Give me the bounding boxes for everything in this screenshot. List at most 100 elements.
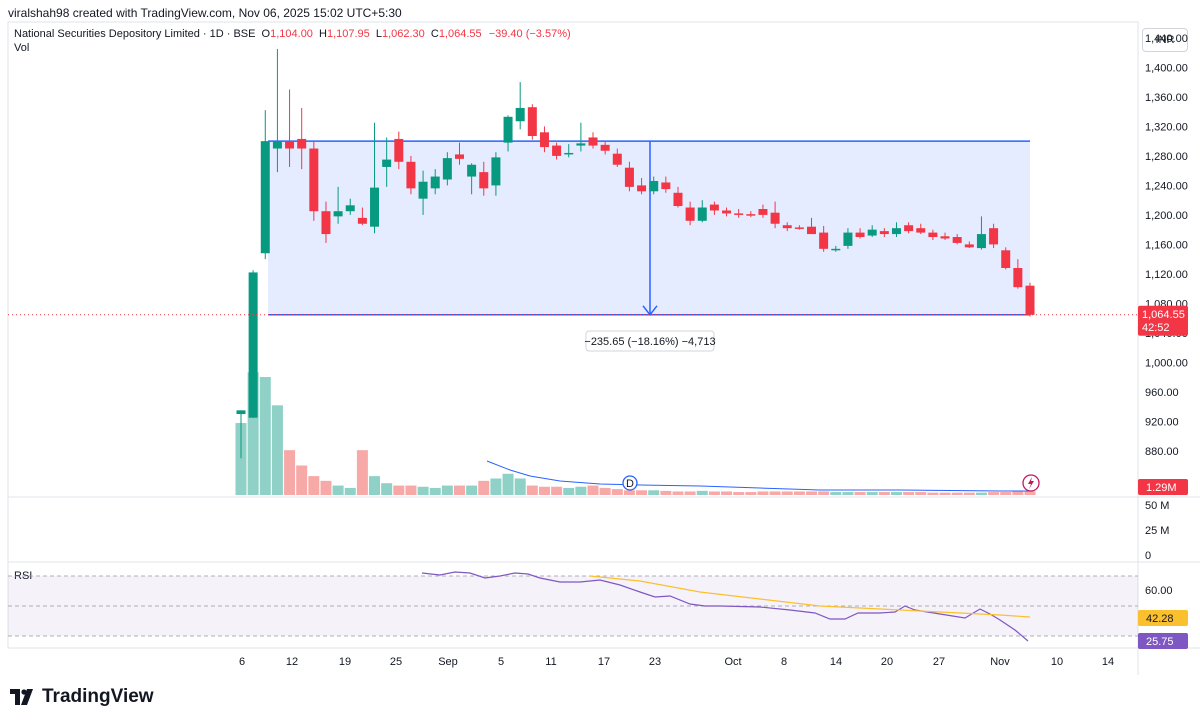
candle-body <box>843 232 853 246</box>
volume-bar <box>526 485 538 495</box>
candle-body <box>333 211 343 217</box>
candle-body <box>770 212 780 224</box>
time-tick-label: Sep <box>438 656 458 668</box>
candle-body <box>891 228 901 235</box>
candle-body <box>588 137 598 146</box>
candle <box>406 155 416 195</box>
volume-label[interactable]: Vol <box>14 42 30 54</box>
candle-body <box>794 227 804 229</box>
candle-body <box>989 228 999 245</box>
candle <box>1001 247 1011 270</box>
volume-bar <box>915 492 927 495</box>
candle <box>867 225 877 238</box>
candle <box>819 225 829 252</box>
candle-body <box>879 231 889 235</box>
volume-bar <box>672 491 684 495</box>
measure-box[interactable] <box>268 141 1030 315</box>
close-value: 1,064.55 <box>438 28 482 40</box>
candle <box>564 144 574 158</box>
symbol-title[interactable]: National Securities Depository Limited ·… <box>14 28 256 40</box>
candle <box>989 223 999 249</box>
candle-body <box>722 210 732 214</box>
candle <box>418 170 428 215</box>
candle-body <box>697 207 707 221</box>
volume-bar <box>975 492 987 495</box>
price-tick-label: 1,320.00 <box>1145 121 1188 133</box>
candle <box>503 115 513 152</box>
candle-body <box>248 272 258 418</box>
volume-bar <box>514 478 526 495</box>
volume-bar <box>781 491 793 495</box>
volume-bar <box>1012 491 1024 495</box>
candle <box>952 234 962 245</box>
time-tick-label: 27 <box>933 656 945 668</box>
volume-bar <box>466 485 478 495</box>
chart-credit: viralshah98 created with TradingView.com… <box>8 6 402 20</box>
candle <box>442 152 452 186</box>
candle <box>807 217 817 235</box>
volume-bar <box>842 492 854 495</box>
candle <box>831 245 841 252</box>
candle <box>916 223 926 235</box>
time-tick-label: 25 <box>390 656 402 668</box>
high-value: 1,107.95 <box>326 28 370 40</box>
candle-body <box>576 143 586 146</box>
candle <box>454 142 464 165</box>
candle <box>734 209 744 218</box>
candle <box>260 110 270 260</box>
candle-body <box>637 185 647 192</box>
candle-body <box>272 141 282 149</box>
candle <box>637 178 647 195</box>
candle <box>855 228 865 239</box>
currency-button[interactable]: INR <box>1142 28 1188 52</box>
volume-bar <box>951 492 963 495</box>
candle <box>576 122 586 152</box>
candle-body <box>515 107 525 122</box>
tradingview-brand[interactable]: TradingView <box>10 686 154 708</box>
price-tick-label: 960.00 <box>1145 387 1179 399</box>
dividend-marker-label: D <box>626 478 634 490</box>
open-label: O <box>261 28 271 40</box>
volume-bar <box>708 491 720 495</box>
candle-body <box>940 236 950 239</box>
volume-bar <box>806 491 818 495</box>
change-value: −39.40 (−3.57%) <box>488 28 571 40</box>
volume-bar <box>369 476 381 495</box>
volume-bar <box>587 485 599 495</box>
volume-bar <box>259 377 271 495</box>
volume-bar <box>721 491 733 495</box>
candle <box>491 152 501 196</box>
candle <box>333 186 343 224</box>
candle <box>770 201 780 229</box>
candle <box>794 225 804 230</box>
low-label: L <box>375 28 382 40</box>
candle-body <box>807 226 817 235</box>
volume-bar <box>696 490 708 495</box>
price-tick-label: 1,440.00 <box>1145 33 1188 45</box>
volume-bar <box>356 450 368 495</box>
volume-bar <box>393 485 405 495</box>
candle <box>370 122 380 234</box>
candle-body <box>600 144 610 151</box>
volume-bar <box>611 489 623 495</box>
candle-body <box>649 180 659 192</box>
volume-bar <box>478 480 490 495</box>
candle-body <box>928 232 938 238</box>
time-tick-label: 17 <box>598 656 610 668</box>
volume-bar <box>381 483 393 495</box>
volume-bar <box>320 480 332 495</box>
volume-bar <box>441 485 453 495</box>
volume-ma-line <box>486 460 1030 492</box>
candle <box>309 141 319 221</box>
time-tick-label: 23 <box>649 656 661 668</box>
time-tick-label: 14 <box>830 656 842 668</box>
volume-bar <box>769 491 781 495</box>
candle <box>722 207 732 217</box>
candle-body <box>442 158 452 180</box>
candle-body <box>916 228 926 233</box>
dividend-marker-icon[interactable] <box>622 475 638 491</box>
candle-body <box>831 248 841 251</box>
candle-body <box>661 182 671 190</box>
volume-bar <box>854 492 866 495</box>
